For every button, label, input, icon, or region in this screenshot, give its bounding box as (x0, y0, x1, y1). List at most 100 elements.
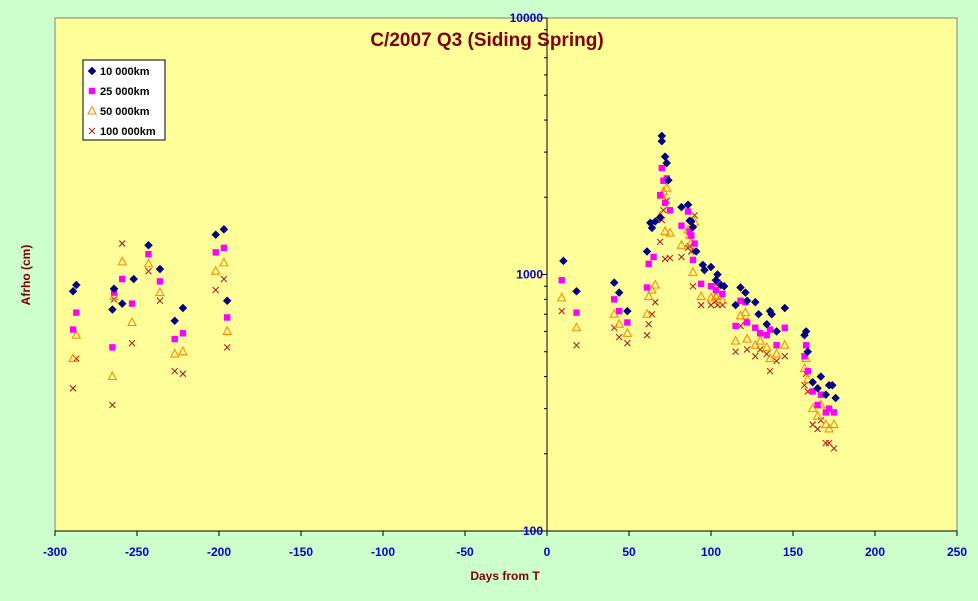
x-tick-label: 250 (947, 545, 967, 559)
chart-title: C/2007 Q3 (Siding Spring) (370, 30, 603, 51)
data-point (624, 319, 631, 326)
data-point (573, 341, 580, 349)
data-point (741, 288, 750, 297)
data-point (178, 346, 188, 356)
data-point (558, 277, 565, 284)
data-point (145, 250, 152, 258)
data-series (68, 131, 840, 452)
data-point (686, 228, 693, 235)
data-point (687, 248, 695, 255)
series-square (69, 164, 838, 416)
data-point (658, 164, 665, 172)
data-point (623, 339, 631, 347)
data-point (117, 299, 127, 308)
x-tick-label: 0 (544, 545, 551, 559)
data-point (212, 286, 220, 294)
data-point (765, 352, 775, 363)
data-point (773, 357, 780, 365)
data-point (664, 175, 673, 185)
data-point (117, 256, 128, 266)
data-point (817, 416, 825, 424)
data-point (801, 353, 808, 360)
data-point (650, 253, 657, 261)
legend-marker (87, 66, 97, 76)
data-point (737, 297, 744, 304)
data-point (657, 136, 667, 146)
data-point (808, 377, 818, 387)
data-point (732, 322, 739, 330)
data-point (220, 244, 228, 252)
axis-layer (54, 17, 958, 536)
data-point (224, 314, 231, 321)
data-point (660, 225, 670, 236)
data-point (700, 265, 709, 275)
data-point (109, 344, 116, 351)
data-point (143, 258, 154, 268)
data-point (556, 292, 567, 302)
data-point (691, 247, 701, 256)
data-point (688, 232, 695, 239)
data-point (127, 316, 137, 327)
data-point (804, 367, 811, 375)
data-point (801, 381, 808, 389)
series-triangle (68, 182, 839, 433)
data-point (757, 330, 764, 337)
data-point (179, 330, 187, 337)
data-point (814, 401, 821, 409)
data-point (802, 373, 813, 383)
data-point (643, 284, 651, 291)
data-point (109, 284, 119, 294)
data-point (735, 310, 746, 320)
data-point (696, 290, 707, 301)
legend-box (82, 59, 166, 141)
data-point (691, 212, 698, 219)
data-point (660, 206, 667, 214)
data-point (719, 301, 726, 309)
data-point (678, 222, 685, 229)
data-point (719, 281, 729, 291)
data-point (817, 391, 825, 398)
data-point (219, 257, 229, 267)
data-point (108, 305, 117, 314)
data-point (779, 339, 790, 349)
data-point (651, 298, 659, 306)
data-point (129, 274, 139, 284)
data-point (155, 264, 165, 274)
y-tick-label: 100 (523, 524, 543, 538)
data-point (666, 254, 674, 262)
data-point (697, 280, 705, 287)
data-point (109, 401, 116, 409)
data-point (109, 290, 119, 301)
data-point (178, 303, 188, 313)
legend: 10 000km 25 000km 50 000km 100 000km (82, 59, 166, 141)
data-point (799, 362, 810, 373)
data-point (691, 240, 698, 247)
data-point (813, 383, 822, 393)
x-tick-label: 50 (622, 545, 636, 559)
data-point (750, 297, 760, 307)
legend-marker (87, 105, 97, 115)
data-point (645, 320, 653, 328)
series-diamond (68, 131, 840, 403)
data-point (762, 319, 772, 329)
data-point (780, 303, 790, 313)
data-point (730, 335, 741, 345)
data-point (614, 318, 625, 328)
data-point (677, 202, 686, 212)
data-point (171, 367, 179, 375)
data-point (611, 296, 618, 303)
data-point (656, 191, 664, 199)
data-point (623, 306, 632, 316)
data-point (615, 307, 623, 315)
data-point (222, 325, 233, 335)
data-point (684, 208, 692, 215)
data-point (622, 327, 633, 337)
data-point (660, 177, 667, 184)
data-point (179, 370, 187, 378)
legend-marker (88, 87, 96, 95)
data-point (732, 348, 739, 356)
data-point (714, 301, 721, 309)
x-tick-label: -300 (43, 545, 67, 559)
data-point (650, 217, 660, 226)
data-point (645, 260, 652, 268)
